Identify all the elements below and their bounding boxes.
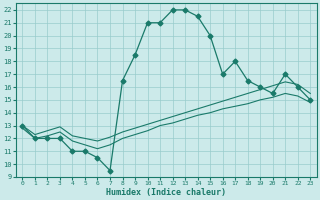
X-axis label: Humidex (Indice chaleur): Humidex (Indice chaleur) <box>106 188 226 197</box>
